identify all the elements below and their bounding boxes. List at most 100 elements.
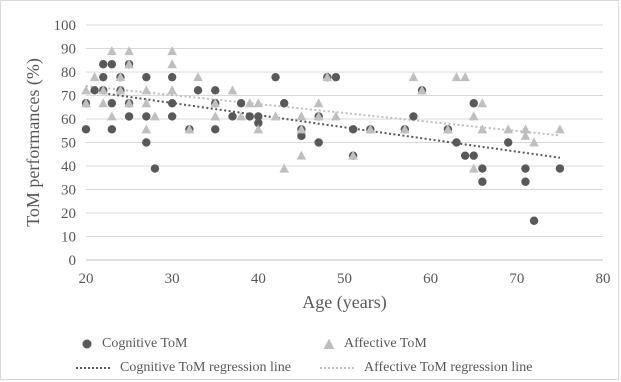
affective-point-14 xyxy=(141,124,152,134)
affective-point-45 xyxy=(468,111,479,121)
cognitive-point-50 xyxy=(478,164,487,173)
affective-point-15 xyxy=(150,111,160,121)
cognitive-point-54 xyxy=(521,177,530,186)
cognitive-point-6 xyxy=(107,60,117,69)
affective-point-28 xyxy=(270,111,281,121)
regression-line-1 xyxy=(85,85,561,137)
y-tick-label-40: 40 xyxy=(61,159,76,175)
affective-point-8 xyxy=(115,85,126,95)
legend-label-affective-regression: Affective ToM regression line xyxy=(364,360,533,375)
cognitive-point-7 xyxy=(107,99,117,108)
affective-point-27 xyxy=(253,124,264,134)
cognitive-point-15 xyxy=(142,112,151,121)
x-tick-label-70: 70 xyxy=(509,271,524,287)
regression-line-0 xyxy=(85,89,561,159)
affective-point-43 xyxy=(451,72,462,82)
legend: Cognitive ToM Affective ToM Cognitive To… xyxy=(0,330,621,380)
affective-point-51 xyxy=(520,130,531,140)
cognitive-point-13 xyxy=(124,112,134,121)
cognitive-point-26 xyxy=(228,112,237,121)
affective-point-30 xyxy=(296,111,307,121)
affective-point-32 xyxy=(296,150,307,160)
data-points xyxy=(81,46,565,225)
affective-point-42 xyxy=(443,124,453,134)
x-axis-label: Age (years) xyxy=(302,292,386,313)
affective-point-50 xyxy=(520,124,531,134)
legend-label-affective: Affective ToM xyxy=(344,336,427,351)
cognitive-point-0 xyxy=(81,125,91,134)
y-tick-label-50: 50 xyxy=(61,136,76,152)
affective-point-48 xyxy=(477,124,488,134)
affective-point-16 xyxy=(167,46,177,56)
cognitive-point-52 xyxy=(504,138,513,147)
y-axis-label: ToM performances (%) xyxy=(23,58,44,227)
cognitive-point-55 xyxy=(529,216,539,225)
affective-point-5 xyxy=(107,46,117,56)
y-tick-label-20: 20 xyxy=(61,206,76,222)
x-tick-label-30: 30 xyxy=(165,271,180,287)
affective-point-4 xyxy=(98,98,109,108)
cognitive-point-31 xyxy=(271,72,280,82)
cognitive-point-19 xyxy=(167,99,177,108)
affective-point-22 xyxy=(210,111,221,121)
affective-point-31 xyxy=(296,124,307,134)
affective-point-13 xyxy=(141,98,152,108)
affective-point-39 xyxy=(400,124,410,134)
affective-point-2 xyxy=(89,72,100,82)
affective-point-49 xyxy=(503,124,514,134)
circle-marker-icon xyxy=(82,339,92,349)
y-tick-label-90: 90 xyxy=(61,42,76,58)
regression-lines xyxy=(85,85,561,159)
affective-point-33 xyxy=(313,98,324,108)
y-tick-label-80: 80 xyxy=(61,65,76,81)
light-dotted-line-icon xyxy=(320,367,356,369)
cognitive-point-30 xyxy=(254,118,263,128)
cognitive-point-32 xyxy=(279,99,289,108)
x-axis-ticks: 20 30 40 50 60 70 80 xyxy=(79,271,611,287)
cognitive-point-34 xyxy=(297,131,306,141)
affective-point-41 xyxy=(417,85,427,95)
scatter-chart: 20 30 40 50 60 70 80 0 10 20 30 40 50 60 70 80 90 100 Ag… xyxy=(23,18,611,313)
cognitive-point-25 xyxy=(211,125,220,134)
affective-point-36 xyxy=(331,111,341,121)
affective-point-34 xyxy=(313,111,324,121)
cognitive-point-22 xyxy=(193,86,203,95)
affective-point-46 xyxy=(468,163,479,173)
cognitive-point-18 xyxy=(167,72,177,82)
y-tick-label-70: 70 xyxy=(61,89,76,105)
legend-item-affective: Affective ToM xyxy=(322,336,427,352)
legend-item-cognitive: Cognitive ToM xyxy=(80,336,188,352)
affective-point-12 xyxy=(141,85,152,95)
affective-point-53 xyxy=(555,124,565,134)
affective-point-37 xyxy=(348,150,358,160)
cognitive-point-56 xyxy=(555,164,565,173)
legend-label-cognitive-regression: Cognitive ToM regression line xyxy=(120,360,292,375)
y-tick-label-100: 100 xyxy=(54,18,77,34)
cognitive-point-49 xyxy=(469,151,478,160)
affective-point-38 xyxy=(365,124,376,134)
affective-point-19 xyxy=(184,124,195,134)
affective-point-24 xyxy=(236,111,246,121)
affective-point-20 xyxy=(193,72,203,82)
cognitive-point-29 xyxy=(254,112,263,121)
cognitive-point-46 xyxy=(452,138,461,147)
y-tick-label-0: 0 xyxy=(69,253,77,269)
cognitive-point-16 xyxy=(142,138,151,147)
cognitive-point-53 xyxy=(521,164,530,173)
legend-label-cognitive: Cognitive ToM xyxy=(102,336,188,351)
cognitive-point-48 xyxy=(469,99,478,108)
affective-point-1 xyxy=(81,98,91,108)
affective-point-21 xyxy=(210,98,221,108)
y-tick-label-60: 60 xyxy=(61,112,76,128)
affective-point-25 xyxy=(244,98,255,108)
x-tick-label-60: 60 xyxy=(423,271,438,287)
cognitive-point-20 xyxy=(167,112,177,121)
affective-point-18 xyxy=(167,85,177,95)
affective-point-17 xyxy=(167,59,177,69)
triangle-marker-icon xyxy=(323,338,335,349)
affective-point-3 xyxy=(98,85,109,95)
cognitive-point-5 xyxy=(99,60,108,69)
cognitive-point-17 xyxy=(150,164,160,173)
affective-point-6 xyxy=(107,111,117,121)
